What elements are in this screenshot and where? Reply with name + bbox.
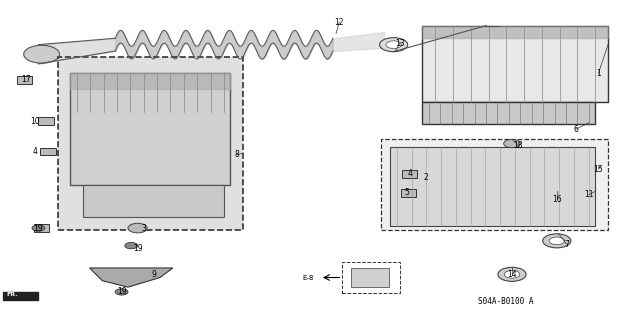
Text: FR.: FR. — [6, 292, 18, 297]
Bar — [422, 26, 608, 102]
Bar — [17, 76, 32, 84]
Text: S04A-B0100 A: S04A-B0100 A — [478, 297, 533, 306]
Bar — [34, 224, 49, 232]
Text: 13: 13 — [395, 39, 405, 48]
Text: 8: 8 — [234, 150, 239, 159]
Bar — [58, 57, 243, 230]
Bar — [401, 189, 416, 197]
Bar — [351, 268, 389, 287]
Circle shape — [504, 139, 520, 148]
Circle shape — [543, 234, 571, 248]
Bar — [70, 73, 230, 185]
Text: 5: 5 — [404, 189, 409, 197]
Circle shape — [386, 41, 401, 48]
Polygon shape — [3, 292, 38, 300]
Text: 4: 4 — [407, 169, 412, 178]
Circle shape — [128, 223, 147, 233]
Text: 15: 15 — [593, 165, 604, 174]
Text: 17: 17 — [20, 75, 31, 84]
Text: 4: 4 — [33, 147, 38, 156]
Text: 2: 2 — [423, 173, 428, 182]
Circle shape — [32, 225, 45, 231]
Text: 3: 3 — [141, 224, 147, 233]
Circle shape — [115, 289, 128, 295]
Text: 6: 6 — [573, 125, 579, 134]
Text: 19: 19 — [116, 287, 127, 296]
Text: 18: 18 — [514, 141, 523, 150]
Text: E-8: E-8 — [302, 275, 314, 280]
Circle shape — [125, 242, 138, 249]
Polygon shape — [90, 268, 173, 287]
Text: 19: 19 — [132, 244, 143, 253]
Text: 11: 11 — [584, 190, 593, 199]
Text: 1: 1 — [596, 69, 601, 78]
Text: 14: 14 — [507, 270, 517, 279]
Text: 9: 9 — [151, 270, 156, 279]
Circle shape — [380, 38, 408, 52]
Text: 19: 19 — [33, 224, 44, 233]
Text: 12: 12 — [335, 18, 344, 27]
Text: 7: 7 — [564, 240, 569, 249]
Bar — [38, 117, 54, 125]
Text: 10: 10 — [30, 117, 40, 126]
Circle shape — [498, 267, 526, 281]
Bar — [40, 148, 56, 155]
Bar — [381, 139, 608, 230]
Circle shape — [24, 45, 60, 63]
Circle shape — [504, 271, 520, 278]
Bar — [83, 185, 224, 217]
Bar — [390, 147, 595, 226]
Bar — [402, 170, 417, 178]
Text: 16: 16 — [552, 195, 562, 204]
Bar — [342, 262, 400, 293]
Circle shape — [549, 237, 564, 245]
Bar — [422, 102, 595, 124]
